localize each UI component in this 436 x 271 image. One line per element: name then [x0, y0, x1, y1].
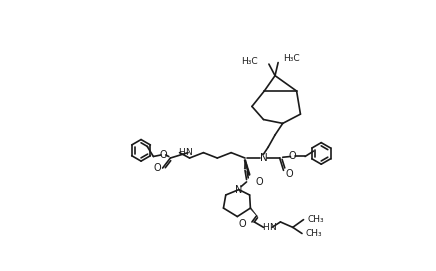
Text: O: O — [239, 219, 246, 229]
Text: H₃C: H₃C — [283, 54, 300, 63]
Text: O: O — [286, 169, 293, 179]
Text: O: O — [153, 163, 161, 173]
Text: O: O — [160, 150, 167, 160]
Text: O: O — [256, 177, 263, 187]
Text: H₃C: H₃C — [242, 57, 258, 66]
Text: N: N — [269, 223, 276, 232]
Polygon shape — [244, 160, 246, 169]
Text: O: O — [289, 151, 296, 162]
Text: N: N — [259, 153, 267, 163]
Text: CH₃: CH₃ — [306, 229, 323, 238]
Polygon shape — [250, 208, 258, 217]
Text: N: N — [185, 148, 192, 157]
Text: N: N — [235, 185, 242, 195]
Text: CH₃: CH₃ — [307, 215, 324, 224]
Text: H: H — [178, 148, 184, 157]
Text: H: H — [262, 223, 269, 232]
